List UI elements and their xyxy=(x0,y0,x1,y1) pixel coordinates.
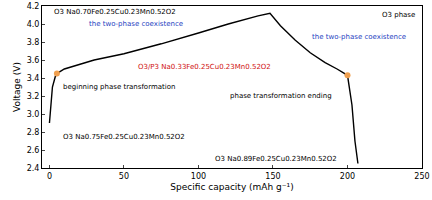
svg-text:2.6: 2.6 xyxy=(27,146,40,155)
svg-text:4.0: 4.0 xyxy=(27,20,40,29)
svg-text:2.8: 2.8 xyxy=(27,128,40,137)
svg-text:50: 50 xyxy=(119,172,129,181)
svg-text:O3 Na0.70Fe0.25Cu0.23Mn0.52O2: O3 Na0.70Fe0.25Cu0.23Mn0.52O2 xyxy=(54,8,176,16)
svg-text:O3 phase: O3 phase xyxy=(382,11,415,19)
svg-text:the two-phase coexistence: the two-phase coexistence xyxy=(312,33,406,41)
svg-text:0: 0 xyxy=(47,172,52,181)
svg-text:O3/P3 Na0.33Fe0.25Cu0.23Mn0.52: O3/P3 Na0.33Fe0.25Cu0.23Mn0.52O2 xyxy=(138,63,271,71)
svg-text:4.2: 4.2 xyxy=(27,2,40,11)
svg-text:phase transformation ending: phase transformation ending xyxy=(230,92,332,100)
svg-text:250: 250 xyxy=(414,172,429,181)
svg-text:3.2: 3.2 xyxy=(27,92,40,101)
svg-text:150: 150 xyxy=(265,172,280,181)
svg-text:the two-phase coexistence: the two-phase coexistence xyxy=(89,20,183,28)
svg-text:3.8: 3.8 xyxy=(27,38,40,47)
svg-text:2.4: 2.4 xyxy=(27,164,40,173)
svg-text:O3 Na0.89Fe0.25Cu0.23Mn0.52O2: O3 Na0.89Fe0.25Cu0.23Mn0.52O2 xyxy=(215,155,337,163)
svg-text:3.4: 3.4 xyxy=(27,74,40,83)
svg-text:3.6: 3.6 xyxy=(27,56,40,65)
svg-text:100: 100 xyxy=(191,172,206,181)
svg-text:Specific capacity (mAh g⁻¹): Specific capacity (mAh g⁻¹) xyxy=(170,182,293,192)
svg-text:Voltage (V): Voltage (V) xyxy=(12,62,22,112)
svg-text:beginning phase transformation: beginning phase transformation xyxy=(63,83,175,91)
svg-text:200: 200 xyxy=(340,172,355,181)
svg-text:O3 Na0.75Fe0.25Cu0.23Mn0.52O2: O3 Na0.75Fe0.25Cu0.23Mn0.52O2 xyxy=(63,133,185,141)
svg-text:3.0: 3.0 xyxy=(27,110,40,119)
